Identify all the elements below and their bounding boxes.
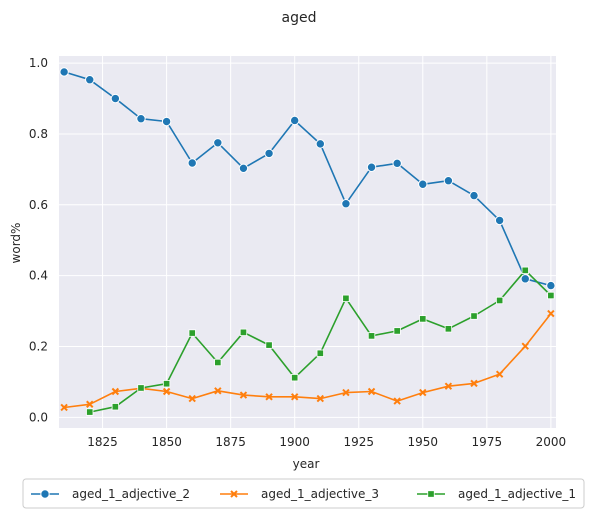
series-line xyxy=(64,313,552,409)
data-point xyxy=(214,387,222,395)
legend-label: aged_1_adjective_1 xyxy=(458,487,576,501)
data-point xyxy=(290,393,299,401)
data-point xyxy=(111,403,120,411)
data-point xyxy=(342,294,350,302)
y-tick-label: 0.8 xyxy=(29,127,48,141)
data-point xyxy=(111,387,120,396)
data-point xyxy=(162,380,171,388)
legend-item: aged_1_adjective_2 xyxy=(31,487,190,501)
series-aged_1_adjective_1 xyxy=(86,266,555,416)
x-tick-label: 1975 xyxy=(472,435,503,449)
x-tick-label: 1900 xyxy=(279,435,310,449)
x-axis-ticks: 1825 1850 1875 1900 1925 1950 1975 2000 xyxy=(87,435,566,449)
y-tick-label: 0.4 xyxy=(29,269,48,283)
data-point xyxy=(392,158,402,169)
data-point xyxy=(214,358,222,367)
data-point xyxy=(393,397,401,405)
x-tick-label: 1875 xyxy=(215,435,246,449)
data-point xyxy=(187,158,197,168)
data-point xyxy=(546,280,556,291)
data-point xyxy=(444,382,453,390)
y-axis-label: word% xyxy=(9,223,23,264)
data-point xyxy=(470,312,478,320)
data-point xyxy=(341,199,351,209)
legend-marker xyxy=(230,490,238,498)
data-point xyxy=(520,274,530,284)
data-point xyxy=(239,328,248,336)
data-point xyxy=(136,114,146,124)
chart-legend: aged_1_adjective_2 aged_1_adjective_3 aged… xyxy=(22,478,585,509)
x-tick-label: 1925 xyxy=(343,435,374,449)
legend-item: aged_1_adjective_3 xyxy=(220,487,379,501)
data-point xyxy=(316,394,325,403)
data-point xyxy=(161,116,172,127)
data-point xyxy=(86,400,94,408)
data-point xyxy=(162,387,171,396)
legend-item: aged_1_adjective_1 xyxy=(417,487,576,501)
chart-title: aged xyxy=(282,10,317,26)
data-point xyxy=(521,342,529,350)
data-point xyxy=(469,190,479,201)
data-point xyxy=(444,325,453,333)
data-point xyxy=(315,139,326,149)
legend-frame xyxy=(22,478,585,509)
legend-label: aged_1_adjective_3 xyxy=(261,487,379,501)
plot-area xyxy=(59,56,556,428)
data-point xyxy=(495,370,504,378)
legend-label: aged_1_adjective_2 xyxy=(72,487,190,501)
y-tick-label: 1.0 xyxy=(29,56,48,70)
legend-marker xyxy=(40,489,50,499)
data-point xyxy=(289,115,300,126)
data-point xyxy=(419,315,427,323)
data-point xyxy=(443,176,454,186)
data-point xyxy=(265,393,273,401)
data-point xyxy=(86,408,94,416)
data-point xyxy=(213,138,223,148)
x-tick-label: 1825 xyxy=(87,435,118,449)
data-point xyxy=(291,374,299,382)
data-point xyxy=(316,349,324,357)
data-point xyxy=(494,215,505,226)
x-axis-label: year xyxy=(293,457,320,471)
grid-lines xyxy=(59,56,556,428)
data-point xyxy=(59,67,69,77)
data-point xyxy=(366,162,377,172)
data-point xyxy=(188,329,196,337)
data-point xyxy=(521,266,529,274)
data-point xyxy=(418,179,428,189)
data-point xyxy=(342,388,350,397)
y-tick-label: 0.2 xyxy=(29,340,48,354)
data-point xyxy=(110,93,121,104)
data-point xyxy=(367,332,376,340)
y-tick-label: 0.6 xyxy=(29,198,48,212)
data-point xyxy=(137,384,145,392)
data-point xyxy=(238,163,249,174)
data-point xyxy=(60,403,68,412)
data-point xyxy=(367,387,376,396)
data-point xyxy=(264,148,274,159)
data-point xyxy=(85,75,95,85)
y-tick-label: 0.0 xyxy=(29,410,48,424)
legend-marker xyxy=(427,490,435,498)
data-point xyxy=(547,309,555,318)
data-point xyxy=(393,327,401,335)
data-point xyxy=(547,291,555,300)
x-tick-label: 2000 xyxy=(536,435,567,449)
data-point xyxy=(265,341,273,349)
x-tick-label: 1950 xyxy=(408,435,439,449)
data-point xyxy=(239,391,248,399)
y-axis-ticks: 0.0 0.2 0.4 0.6 0.8 1.0 xyxy=(29,56,48,424)
series-aged_1_adjective_2 xyxy=(59,67,556,291)
data-point xyxy=(419,388,427,397)
series-layer xyxy=(59,67,556,416)
data-point xyxy=(470,379,478,388)
data-point xyxy=(188,394,196,403)
data-point xyxy=(495,296,504,305)
x-tick-label: 1850 xyxy=(151,435,182,449)
